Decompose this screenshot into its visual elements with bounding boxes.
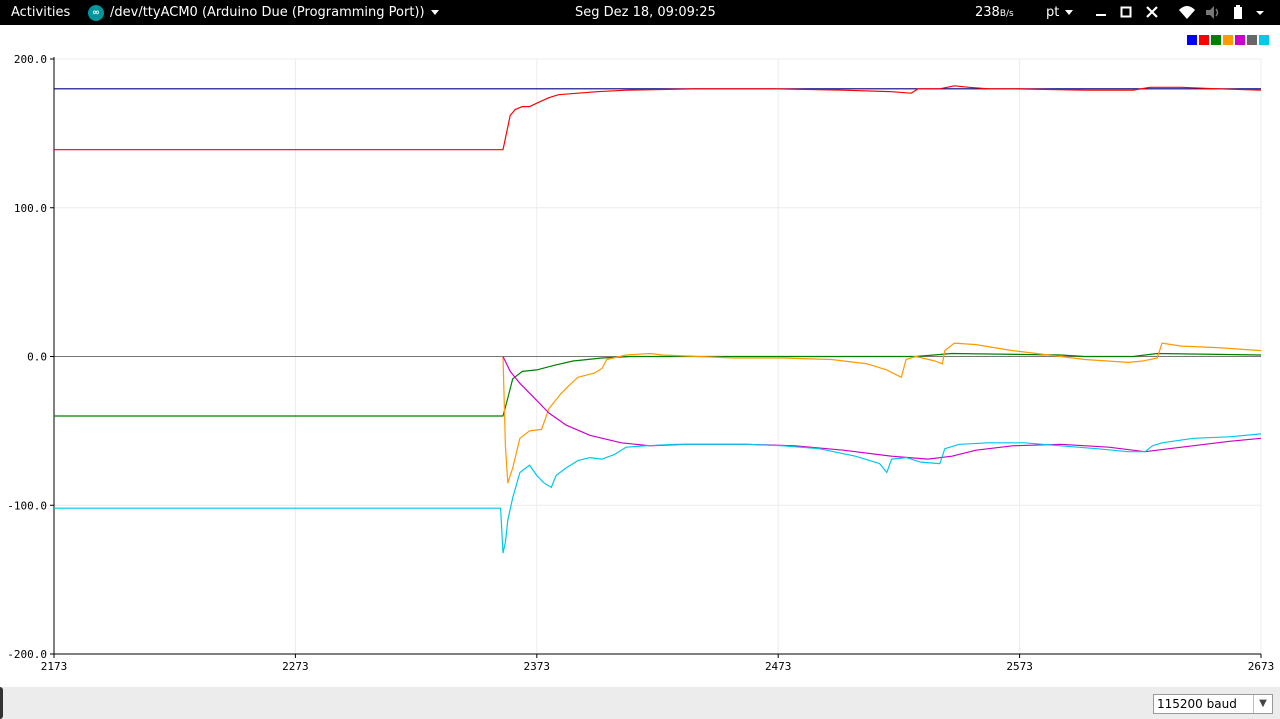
close-icon[interactable]	[1144, 0, 1160, 25]
network-rate-value: 238	[975, 5, 1000, 20]
system-menu-caret-icon[interactable]	[1252, 0, 1268, 25]
x-tick-label: 2273	[282, 660, 309, 673]
y-tick-label: 200.0	[14, 53, 47, 66]
language-caret-icon	[1065, 10, 1074, 15]
baud-rate-value: 115200 baud	[1157, 697, 1237, 711]
series-line	[502, 356, 1262, 460]
panel-handle	[0, 687, 3, 719]
y-tick-label: 0.0	[27, 351, 47, 364]
minimize-icon[interactable]	[1093, 0, 1109, 25]
dropdown-arrow-icon: ▼	[1253, 695, 1272, 713]
app-menu[interactable]: ∞ /dev/ttyACM0 (Arduino Due (Programming…	[88, 0, 439, 25]
app-menu-caret-icon	[430, 10, 439, 15]
activities-button[interactable]: Activities	[11, 5, 71, 20]
serial-plotter: 200.0 100.0 0.0 -100.0 -200.0 2173 2273 2373 247…	[0, 25, 1280, 687]
volume-icon[interactable]	[1204, 0, 1222, 25]
x-tick-label: 2173	[41, 660, 68, 673]
wifi-icon[interactable]	[1178, 0, 1196, 25]
legend-swatch	[1235, 35, 1245, 45]
y-tick-label: -100.0	[7, 499, 47, 512]
x-tick-label: 2673	[1248, 660, 1275, 673]
x-tick-label: 2373	[524, 660, 551, 673]
series-line	[54, 433, 1262, 554]
legend-swatch	[1211, 35, 1221, 45]
maximize-icon[interactable]	[1118, 0, 1134, 25]
y-tick-label: -200.0	[7, 648, 47, 661]
series-line	[54, 352, 1262, 417]
bottom-bar: 115200 baud ▼	[0, 687, 1280, 719]
legend-swatch	[1259, 35, 1269, 45]
series-line	[54, 85, 1262, 151]
network-rate: 238B/s	[975, 0, 1014, 25]
series-line	[502, 342, 1262, 484]
legend	[1187, 35, 1269, 45]
network-rate-unit: B/s	[999, 9, 1014, 19]
x-tick-label: 2573	[1006, 660, 1033, 673]
top-bar: Activities ∞ /dev/ttyACM0 (Arduino Due (…	[0, 0, 1280, 25]
y-tick-label: 100.0	[14, 202, 47, 215]
legend-swatch	[1247, 35, 1257, 45]
legend-swatch	[1187, 35, 1197, 45]
app-title: /dev/ttyACM0 (Arduino Due (Programming P…	[110, 5, 425, 20]
legend-swatch	[1223, 35, 1233, 45]
legend-swatch	[1199, 35, 1209, 45]
x-tick-label: 2473	[765, 660, 792, 673]
clock[interactable]: Seg Dez 18, 09:09:25	[575, 5, 716, 20]
arduino-icon: ∞	[88, 4, 104, 21]
language-menu[interactable]: pt	[1046, 0, 1074, 25]
language-label: pt	[1046, 5, 1060, 20]
baud-rate-select[interactable]: 115200 baud ▼	[1153, 694, 1273, 714]
battery-icon[interactable]	[1231, 0, 1245, 25]
